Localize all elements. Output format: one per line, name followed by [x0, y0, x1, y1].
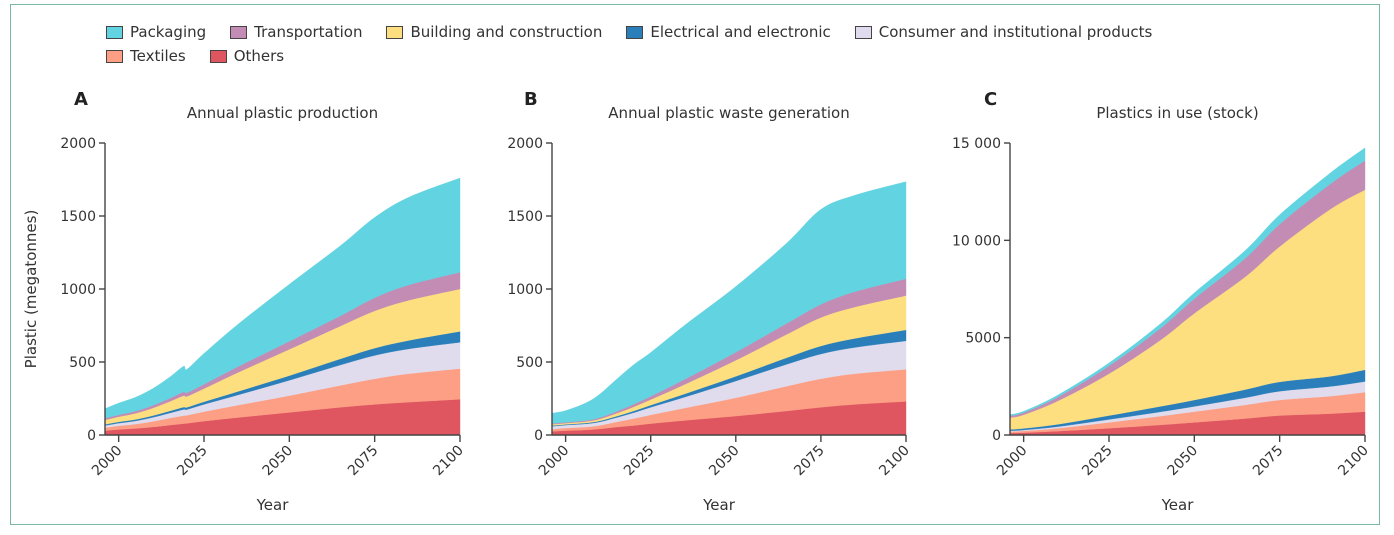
legend-swatch-building: [386, 25, 404, 39]
y-tick-label-b: 1500: [507, 209, 543, 225]
area-packaging-c: [1009, 147, 1366, 416]
legend-item-packaging: Packaging: [106, 23, 206, 41]
area-packaging-b: [551, 181, 907, 424]
x-axis-label-b: Year: [702, 496, 736, 514]
panel-letter-a: A: [74, 89, 88, 110]
x-tick-label-a: 2000: [89, 443, 126, 480]
legend-item-electrical: Electrical and electronic: [626, 23, 831, 41]
y-tick-label-a: 1000: [60, 282, 96, 298]
x-tick-label-a: 2050: [260, 443, 297, 480]
chart-title-c: Plastics in use (stock): [1096, 104, 1258, 122]
x-axis-label-c: Year: [1161, 496, 1195, 514]
chart-title-b: Annual plastic waste generation: [608, 104, 849, 122]
legend-swatch-transportation: [230, 25, 248, 39]
panel-letter-b: B: [524, 89, 538, 110]
x-tick-label-c: 2100: [1335, 443, 1372, 480]
figure-frame: [10, 4, 1380, 525]
x-axis-label-a: Year: [256, 496, 290, 514]
x-tick-label-b: 2050: [706, 443, 743, 480]
legend-item-consumer: Consumer and institutional products: [854, 23, 1153, 41]
y-tick-label-c: 5000: [965, 331, 1001, 347]
legend-label-textiles: Textiles: [130, 47, 186, 65]
x-tick-label-b: 2000: [536, 443, 573, 480]
legend-item-transportation: Transportation: [230, 23, 362, 41]
legend-row-2: Textiles Others: [106, 44, 1256, 68]
legend-swatch-packaging: [106, 25, 123, 39]
legend-label-building: Building and construction: [410, 23, 603, 41]
legend-row-1: Packaging Transportation Building and co…: [106, 20, 1256, 44]
chart-title-a: Annual plastic production: [187, 104, 378, 122]
panel-letter-c: C: [984, 89, 997, 110]
chart-panel-c: C Plastics in use (stock) 0 5000 10 000 15 00…: [952, 89, 1372, 514]
legend-swatch-consumer: [854, 25, 872, 39]
x-tick-label-c: 2000: [994, 443, 1031, 480]
legend: Packaging Transportation Building and co…: [106, 20, 1256, 68]
x-tick-label-a: 2075: [345, 443, 382, 480]
y-tick-label-b: 2000: [507, 136, 543, 152]
x-tick-label-b: 2025: [621, 443, 658, 480]
x-tick-label-a: 2025: [174, 443, 211, 480]
legend-label-consumer: Consumer and institutional products: [878, 23, 1153, 41]
legend-swatch-textiles: [106, 49, 123, 63]
y-tick-label-a: 0: [87, 428, 96, 444]
legend-item-building: Building and construction: [386, 23, 602, 41]
legend-label-electrical: Electrical and electronic: [650, 23, 831, 41]
y-tick-label-b: 500: [516, 355, 543, 371]
legend-item-textiles: Textiles: [106, 47, 186, 65]
x-tick-label-a: 2100: [430, 443, 467, 480]
y-tick-label-b: 1000: [507, 282, 543, 298]
legend-label-transportation: Transportation: [254, 23, 363, 41]
x-tick-label-b: 2075: [791, 443, 828, 480]
chart-panel-b: B Annual plastic waste generation 0 500 1000…: [507, 89, 913, 514]
legend-label-packaging: Packaging: [130, 23, 207, 41]
legend-swatch-others: [209, 49, 227, 63]
x-tick-label-b: 2100: [876, 443, 913, 480]
areas-b: [551, 181, 907, 436]
y-tick-label-c: 15 000: [952, 136, 1001, 152]
y-tick-label-a: 2000: [60, 136, 96, 152]
areas-c: [1009, 147, 1366, 436]
y-tick-label-a: 1500: [60, 209, 96, 225]
y-tick-label-b: 0: [534, 428, 543, 444]
legend-label-others: Others: [233, 47, 285, 65]
y-tick-label-a: 500: [69, 355, 96, 371]
legend-swatch-electrical: [626, 25, 644, 39]
x-tick-label-c: 2050: [1165, 443, 1202, 480]
x-tick-label-c: 2075: [1250, 443, 1287, 480]
y-tick-label-c: 10 000: [952, 233, 1001, 249]
areas-a: [104, 177, 461, 436]
y-tick-label-c: 0: [992, 428, 1001, 444]
chart-panel-a: A Annual plastic production 0 500 1000 1500 20…: [22, 89, 467, 514]
legend-item-others: Others: [209, 47, 285, 65]
y-axis-label-a: Plastic (megatonnes): [22, 210, 40, 369]
area-packaging-a: [104, 177, 461, 419]
x-tick-label-c: 2025: [1079, 443, 1116, 480]
